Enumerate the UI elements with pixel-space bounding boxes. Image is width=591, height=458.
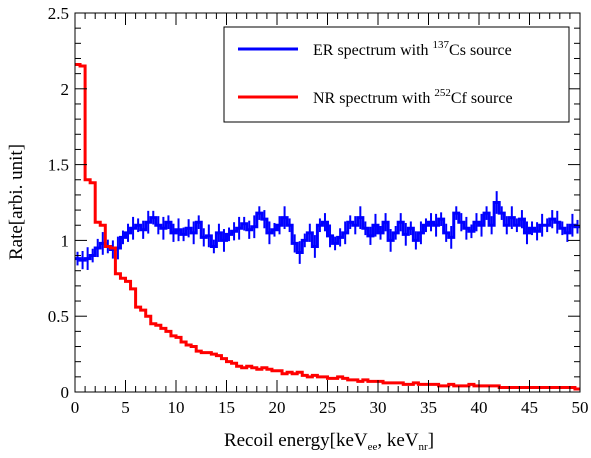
x-tick-label: 20 (269, 398, 286, 417)
legend-box (223, 26, 570, 123)
y-tick-label: 0 (61, 383, 70, 402)
legend-label-er: ER spectrum with 137Cs source (313, 39, 512, 59)
y-tick-label: 1.5 (48, 156, 69, 175)
series-line-0 (75, 201, 580, 262)
y-tick-label: 2 (61, 80, 70, 99)
plot-series (75, 63, 580, 391)
y-tick-label: 0.5 (48, 307, 69, 326)
x-tick-label: 45 (521, 398, 538, 417)
x-axis-title-part: , keV (377, 430, 418, 451)
x-tick-label: 15 (218, 398, 235, 417)
y-tick-label: 2.5 (48, 4, 69, 23)
x-tick-label: 40 (471, 398, 488, 417)
x-axis-title-sub-ee: ee (368, 441, 378, 453)
x-tick-label: 30 (370, 398, 387, 417)
y-tick-label: 1 (61, 231, 70, 250)
x-tick-label: 5 (121, 398, 130, 417)
x-tick-label: 10 (168, 398, 185, 417)
x-axis-title-sub-nr: nr (419, 441, 429, 453)
x-tick-label: 50 (572, 398, 589, 417)
x-axis-title-part: ] (428, 430, 434, 451)
legend: ER spectrum with 137Cs source NR spectru… (223, 26, 570, 123)
x-tick-label: 35 (420, 398, 437, 417)
y-axis: 0 0.5 1 1.5 2 2.5 (48, 4, 580, 402)
x-axis-title: Recoil energy[keVee, keVnr] (224, 430, 434, 453)
x-axis-title-part: Recoil energy[keV (224, 430, 368, 451)
legend-label-nr: NR spectrum with 252Cf source (313, 87, 513, 107)
x-tick-label: 0 (71, 398, 80, 417)
x-axis: 0 5 10 15 20 25 30 35 40 45 50 (71, 13, 589, 417)
y-axis-title: Rate[arbi. unit] (6, 144, 27, 260)
x-tick-label: 25 (319, 398, 336, 417)
series-line-1 (75, 63, 580, 391)
